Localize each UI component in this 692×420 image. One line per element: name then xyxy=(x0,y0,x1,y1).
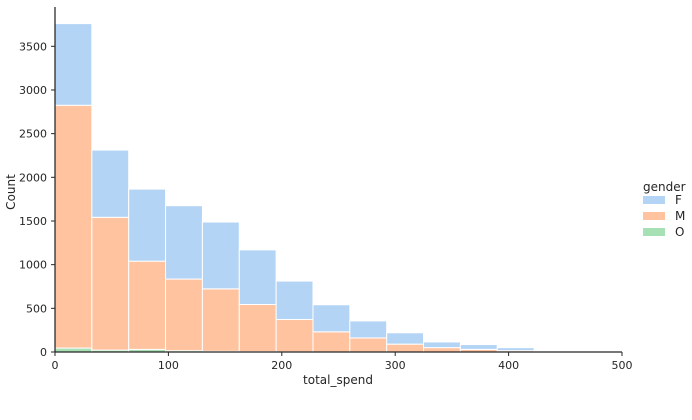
bar-f-bin-4 xyxy=(201,221,240,290)
legend-title: gender xyxy=(643,180,686,194)
y-tick-label: 500 xyxy=(26,302,47,315)
y-tick-label: 1000 xyxy=(19,259,47,272)
ticks-layer: 0 100 200 300 400 500 0 500 1000 1500 2000 2500 3000… xyxy=(19,40,633,372)
axes-layer xyxy=(54,7,622,353)
bar-m-bin-9 xyxy=(386,343,425,353)
y-tick-label: 1500 xyxy=(19,215,47,228)
y-tick-label: 0 xyxy=(40,346,47,359)
bar-m-bin-8 xyxy=(349,337,388,353)
bar-f-bin-10 xyxy=(423,341,461,349)
y-axis-label: Count xyxy=(4,174,18,210)
legend-label-m: M xyxy=(675,209,685,223)
bar-f-bin-8 xyxy=(349,320,388,339)
bar-f-bin-3 xyxy=(165,205,203,280)
x-tick-label: 100 xyxy=(158,359,179,372)
legend-swatch-f xyxy=(643,196,665,204)
bar-m-bin-3 xyxy=(165,278,203,352)
legend: gender FMO xyxy=(643,180,686,239)
y-tick-label: 3500 xyxy=(19,40,47,53)
bar-f-bin-5 xyxy=(238,249,277,305)
y-tick-label: 2500 xyxy=(19,128,47,141)
bar-f-bin-1 xyxy=(91,149,130,218)
x-tick-label: 300 xyxy=(385,359,406,372)
bar-m-bin-4 xyxy=(201,288,240,352)
legend-label-o: O xyxy=(675,225,684,239)
x-tick-label: 200 xyxy=(271,359,292,372)
bar-f-bin-2 xyxy=(128,188,167,262)
bar-m-bin-2 xyxy=(128,260,167,350)
bar-f-bin-12 xyxy=(496,347,535,352)
bar-m-bin-0 xyxy=(54,104,93,349)
bar-f-bin-6 xyxy=(275,280,314,321)
legend-swatch-m xyxy=(643,212,665,220)
bar-f-bin-11 xyxy=(459,344,498,350)
bar-f-bin-0 xyxy=(54,23,93,106)
bar-f-bin-9 xyxy=(386,332,425,345)
x-tick-label: 0 xyxy=(52,359,59,372)
bar-m-bin-6 xyxy=(275,319,314,353)
y-tick-label: 2000 xyxy=(19,171,47,184)
x-tick-label: 500 xyxy=(612,359,633,372)
bar-m-bin-10 xyxy=(423,347,461,353)
bars-layer xyxy=(54,23,609,353)
bar-m-bin-1 xyxy=(91,216,130,351)
legend-swatch-o xyxy=(643,228,665,236)
bar-m-bin-5 xyxy=(238,303,277,353)
bar-m-bin-7 xyxy=(312,331,351,353)
bar-f-bin-7 xyxy=(312,304,351,333)
legend-label-f: F xyxy=(675,193,682,207)
x-tick-label: 400 xyxy=(498,359,519,372)
y-tick-label: 3000 xyxy=(19,84,47,97)
x-axis-label: total_spend xyxy=(303,373,373,387)
